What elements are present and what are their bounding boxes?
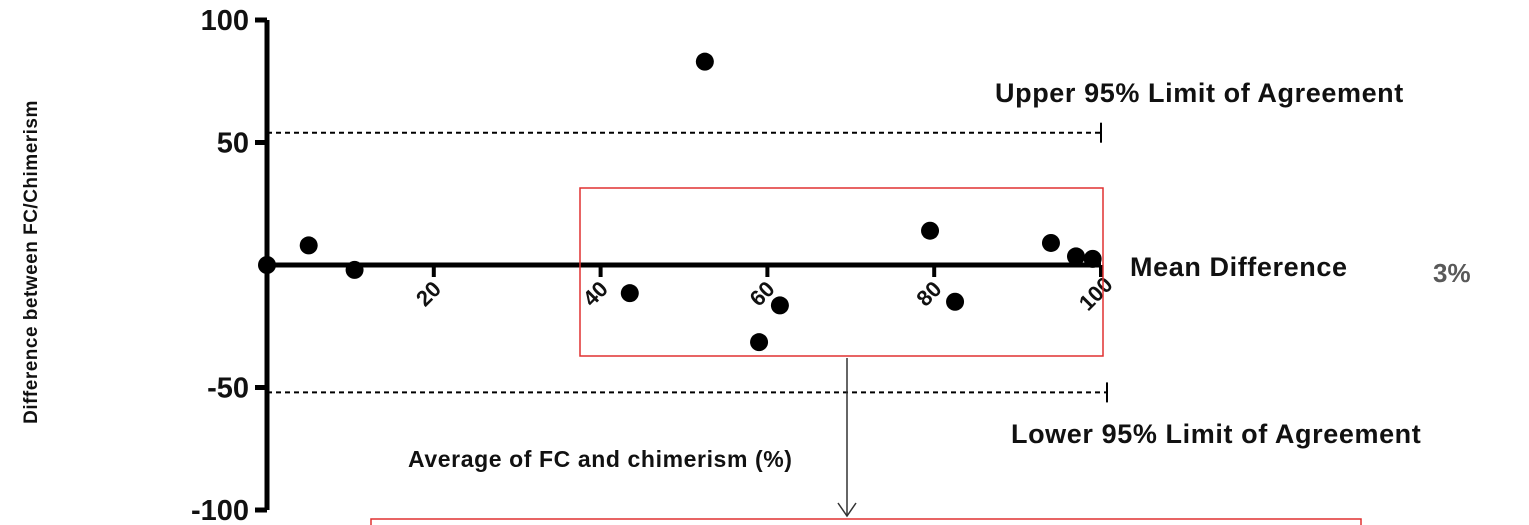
y-tick-label: -50 [207, 373, 249, 405]
data-point [345, 260, 364, 279]
y-tick-label: 100 [201, 5, 249, 37]
data-point [620, 284, 639, 303]
x-tick-label: 80 [911, 276, 946, 311]
data-point [921, 221, 940, 240]
pointer-arrow-head [837, 502, 857, 518]
mean-difference-value: 3% [1433, 258, 1471, 288]
upper-loa-label: Upper 95% Limit of Agreement [995, 78, 1404, 108]
mean-difference-label: Mean Difference [1130, 252, 1348, 282]
data-point [1041, 233, 1060, 252]
y-tick-label: -100 [191, 495, 249, 525]
data-point [299, 236, 318, 255]
data-point [770, 296, 789, 315]
x-tick-label: 40 [578, 276, 613, 311]
y-tick-label: 50 [217, 128, 249, 160]
highlight-box [579, 187, 1104, 357]
y-axis-label: Difference between FC/Chimerism [21, 100, 42, 424]
x-tick-label: 100 [1074, 272, 1118, 316]
data-point [1066, 247, 1085, 266]
data-point [695, 52, 714, 71]
data-point [258, 256, 276, 274]
data-point [750, 333, 769, 352]
lower-loa-label: Lower 95% Limit of Agreement [1011, 419, 1422, 449]
detail-box [370, 518, 1362, 525]
data-point [946, 292, 965, 311]
x-axis-label: Average of FC and chimerism (%) [408, 446, 793, 472]
data-point [1083, 249, 1102, 268]
x-tick-label: 20 [411, 276, 446, 311]
